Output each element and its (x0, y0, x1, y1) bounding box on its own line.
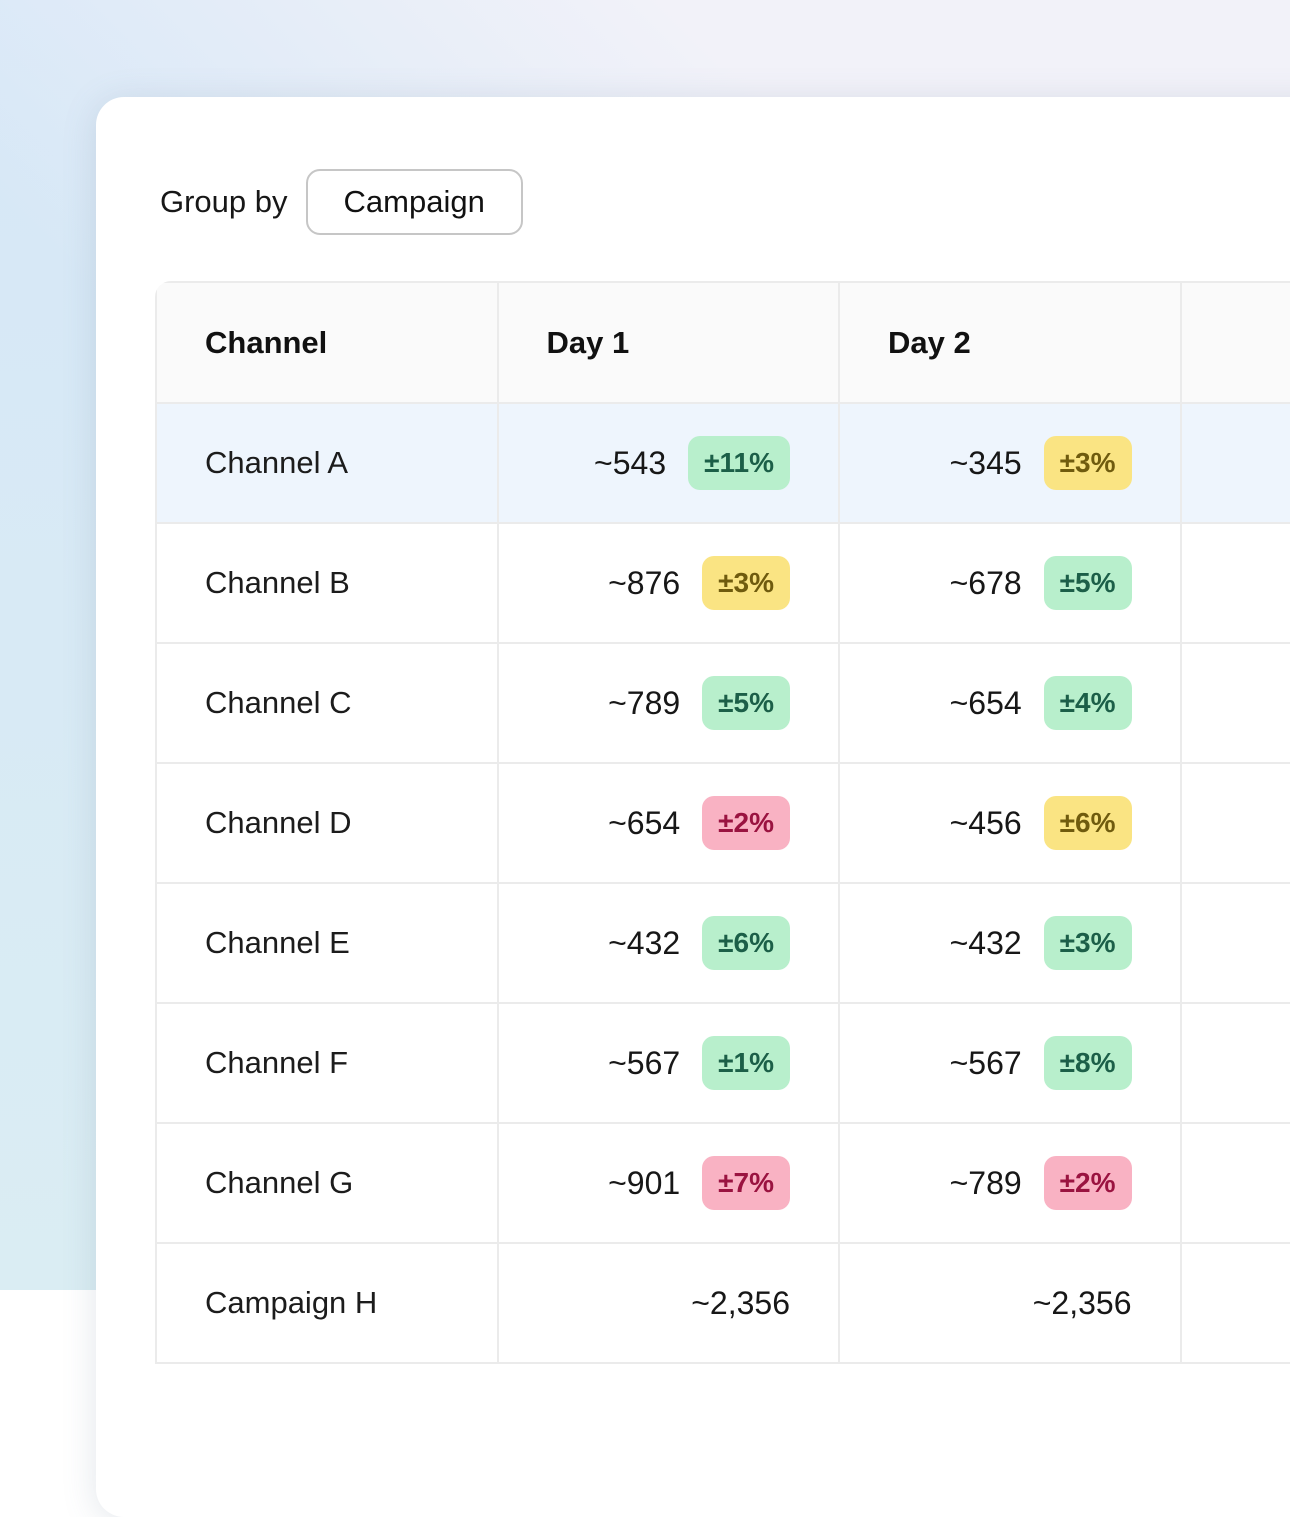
variance-badge: ±5% (1044, 556, 1132, 610)
channel-cell: Channel B (156, 523, 498, 643)
day1-cell: ~432 ±6% (498, 883, 840, 1003)
variance-badge: ±11% (688, 436, 790, 490)
estimate-value: ~2,356 (691, 1285, 790, 1322)
overflow-column-cell (1181, 1243, 1290, 1363)
overflow-column-cell (1181, 523, 1290, 643)
col-header-day2[interactable]: Day 2 (839, 282, 1181, 403)
col-header-day1[interactable]: Day 1 (498, 282, 840, 403)
table-row[interactable]: Channel C ~789 ±5% ~654 ±4% (156, 643, 1290, 763)
content-card: Group by Campaign Channel Day 1 Day 2 Ch… (96, 97, 1290, 1517)
day1-cell: ~2,356 (498, 1243, 840, 1363)
channel-cell: Campaign H (156, 1243, 498, 1363)
day2-cell: ~2,356 (839, 1243, 1181, 1363)
variance-badge: ±4% (1044, 676, 1132, 730)
table-row[interactable]: Campaign H ~2,356 ~2,356 (156, 1243, 1290, 1363)
variance-badge: ±2% (702, 796, 790, 850)
page-background: Group by Campaign Channel Day 1 Day 2 Ch… (0, 0, 1290, 1290)
variance-badge: ±6% (1044, 796, 1132, 850)
day1-cell: ~901 ±7% (498, 1123, 840, 1243)
estimate-value: ~654 (950, 685, 1022, 722)
day2-cell: ~654 ±4% (839, 643, 1181, 763)
estimate-value: ~345 (950, 445, 1022, 482)
day1-cell: ~567 ±1% (498, 1003, 840, 1123)
day1-cell: ~543 ±11% (498, 403, 840, 523)
day1-cell: ~876 ±3% (498, 523, 840, 643)
table-row[interactable]: Channel E ~432 ±6% ~432 ±3% (156, 883, 1290, 1003)
variance-badge: ±6% (702, 916, 790, 970)
overflow-column-cell (1181, 763, 1290, 883)
estimate-value: ~789 (950, 1165, 1022, 1202)
channel-cell: Channel F (156, 1003, 498, 1123)
variance-badge: ±2% (1044, 1156, 1132, 1210)
overflow-column-cell (1181, 643, 1290, 763)
overflow-column-cell (1181, 1003, 1290, 1123)
col-header-channel[interactable]: Channel (156, 282, 498, 403)
variance-badge: ±5% (702, 676, 790, 730)
estimate-value: ~654 (608, 805, 680, 842)
estimate-value: ~567 (608, 1045, 680, 1082)
overflow-column-cell (1181, 883, 1290, 1003)
variance-badge: ±7% (702, 1156, 790, 1210)
estimate-value: ~789 (608, 685, 680, 722)
estimate-value: ~567 (950, 1045, 1022, 1082)
table-row[interactable]: Channel D ~654 ±2% ~456 ±6% (156, 763, 1290, 883)
table-header-row: Channel Day 1 Day 2 (156, 282, 1290, 403)
channel-cell: Channel G (156, 1123, 498, 1243)
table-row[interactable]: Channel B ~876 ±3% ~678 ±5% (156, 523, 1290, 643)
overflow-column-cell (1181, 1123, 1290, 1243)
group-by-control: Group by Campaign (160, 169, 523, 235)
estimate-value: ~432 (950, 925, 1022, 962)
variance-badge: ±3% (1044, 436, 1132, 490)
variance-badge: ±3% (702, 556, 790, 610)
table-row[interactable]: Channel G ~901 ±7% ~789 ±2% (156, 1123, 1290, 1243)
day1-cell: ~789 ±5% (498, 643, 840, 763)
day1-cell: ~654 ±2% (498, 763, 840, 883)
estimate-value: ~543 (594, 445, 666, 482)
day2-cell: ~678 ±5% (839, 523, 1181, 643)
col-header-overflow (1181, 282, 1290, 403)
variance-badge: ±8% (1044, 1036, 1132, 1090)
estimate-value: ~2,356 (1033, 1285, 1132, 1322)
channel-cell: Channel A (156, 403, 498, 523)
data-table: Channel Day 1 Day 2 Channel A ~543 ±11% (155, 281, 1290, 1364)
estimate-value: ~432 (608, 925, 680, 962)
day2-cell: ~432 ±3% (839, 883, 1181, 1003)
day2-cell: ~789 ±2% (839, 1123, 1181, 1243)
group-by-selector[interactable]: Campaign (306, 169, 523, 235)
estimate-value: ~901 (608, 1165, 680, 1202)
variance-badge: ±1% (702, 1036, 790, 1090)
estimate-value: ~678 (950, 565, 1022, 602)
channel-cell: Channel D (156, 763, 498, 883)
channel-cell: Channel E (156, 883, 498, 1003)
table-row[interactable]: Channel F ~567 ±1% ~567 ±8% (156, 1003, 1290, 1123)
day2-cell: ~345 ±3% (839, 403, 1181, 523)
channel-cell: Channel C (156, 643, 498, 763)
variance-badge: ±3% (1044, 916, 1132, 970)
estimate-value: ~876 (608, 565, 680, 602)
estimate-value: ~456 (950, 805, 1022, 842)
table-row[interactable]: Channel A ~543 ±11% ~345 ±3% (156, 403, 1290, 523)
day2-cell: ~456 ±6% (839, 763, 1181, 883)
group-by-label: Group by (160, 184, 288, 220)
overflow-column-cell (1181, 403, 1290, 523)
day2-cell: ~567 ±8% (839, 1003, 1181, 1123)
